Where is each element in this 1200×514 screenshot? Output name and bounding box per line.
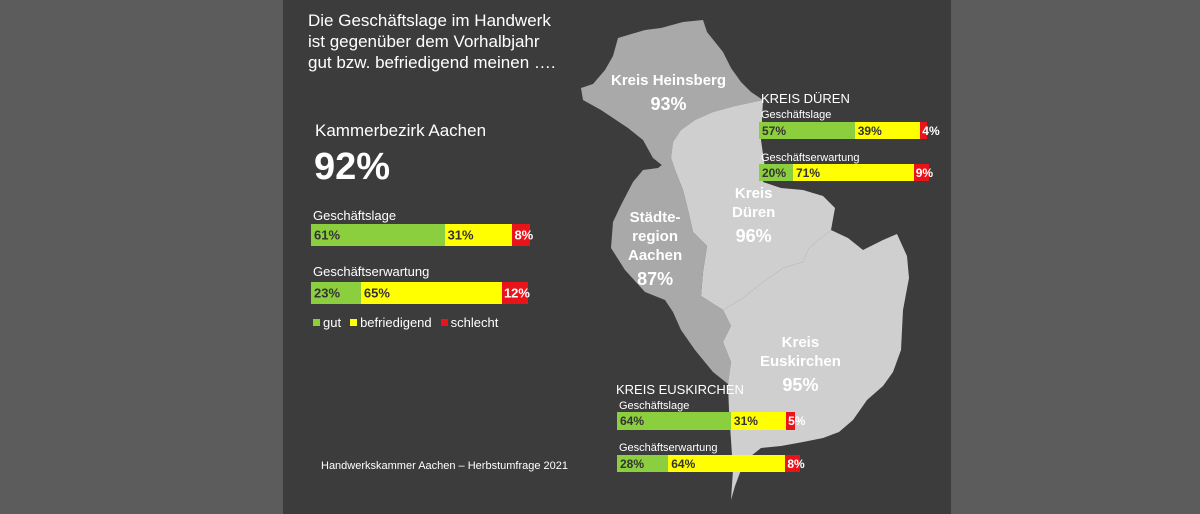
data-label-schlecht: 5% <box>788 414 806 428</box>
region-map <box>581 20 909 500</box>
footer-source: Handwerkskammer Aachen – Herbstumfrage 2… <box>321 460 569 472</box>
data-label-gut: 28% <box>620 456 645 471</box>
headline-line-2: ist gegenüber dem Vorhalbjahr <box>308 32 540 51</box>
region-euskirchen-value: 95% <box>782 375 819 395</box>
bar-segment-befriedigend: 65% <box>360 282 502 304</box>
kammer-erwartung-label: Geschäftserwartung <box>313 264 430 279</box>
bar-segment-gut: 23% <box>311 282 361 304</box>
bar-segment-schlecht: 12% <box>501 282 530 304</box>
kammer-lage-bar: 61% 31% 8% <box>311 224 534 246</box>
legend-gut: gut <box>313 315 341 330</box>
dueren-erwartung-bar: 20% 71% 9% <box>759 164 933 181</box>
euskirchen-box-title: KREIS EUSKIRCHEN <box>616 382 744 397</box>
euskirchen-erwartung-bar: 28% 64% 8% <box>617 455 805 472</box>
euskirchen-lage-label: Geschäftslage <box>619 400 690 412</box>
headline-line-3: gut bzw. befriedigend meinen …. <box>308 53 556 72</box>
kammer-value: 92% <box>314 146 391 188</box>
bar-segment-gut: 28% <box>617 455 669 472</box>
data-label-schlecht: 4% <box>922 123 940 138</box>
bar-segment-befriedigend: 39% <box>854 122 921 139</box>
bar-segment-gut: 61% <box>311 224 445 246</box>
bar-segment-schlecht: 5% <box>786 412 805 430</box>
bar-segment-gut: 64% <box>617 412 731 430</box>
kammer-erwartung-bar: 23% 65% 12% <box>311 282 530 304</box>
region-aachen-value: 87% <box>637 269 674 289</box>
data-label-schlecht: 9% <box>915 165 934 180</box>
data-label-befriedigend: 64% <box>671 456 696 471</box>
headline-line-1: Die Geschäftslage im Handwerk <box>308 11 551 30</box>
data-label-gut: 64% <box>620 414 645 428</box>
data-label-befriedigend: 31% <box>447 227 474 243</box>
bar-segment-gut: 20% <box>759 164 793 181</box>
map-aachen <box>611 158 731 384</box>
bar-segment-befriedigend: 31% <box>444 224 513 246</box>
region-dueren-label: Kreis Düren 96% <box>732 185 776 246</box>
data-label-gut: 23% <box>314 285 341 301</box>
data-label-befriedigend: 31% <box>733 414 758 428</box>
region-aachen-label: Städte- region Aachen 87% <box>628 209 683 289</box>
kammer-lage-label: Geschäftslage <box>313 208 397 223</box>
bar-segment-schlecht: 4% <box>920 122 940 139</box>
map-euskirchen <box>723 230 909 500</box>
region-euskirchen-label: Kreis Euskirchen 95% <box>760 334 841 395</box>
region-heinsberg-label: Kreis Heinsberg 93% <box>611 72 727 114</box>
headline: Die Geschäftslage im Handwerk ist gegenü… <box>308 10 608 73</box>
map-dueren <box>671 100 835 310</box>
data-label-gut: 57% <box>762 123 787 138</box>
data-label-schlecht: 8% <box>514 227 534 243</box>
bar-segment-befriedigend: 71% <box>793 164 914 181</box>
data-label-gut: 61% <box>314 227 341 243</box>
bar-segment-befriedigend: 64% <box>668 455 786 472</box>
map-heinsberg <box>581 20 763 166</box>
data-label-schlecht: 12% <box>503 285 530 301</box>
infographic-panel: Die Geschäftslage im Handwerk ist gegenü… <box>283 0 951 514</box>
data-label-befriedigend: 39% <box>857 123 882 138</box>
data-label-gut: 20% <box>762 165 787 180</box>
legend: gut befriedigend schlecht <box>313 315 498 330</box>
bar-segment-schlecht: 8% <box>512 224 534 246</box>
kammer-title: Kammerbezirk Aachen <box>315 121 487 140</box>
data-label-befriedigend: 65% <box>363 285 390 301</box>
dueren-box-title: KREIS DÜREN <box>761 91 850 106</box>
bar-segment-befriedigend: 31% <box>730 412 787 430</box>
data-label-schlecht: 8% <box>787 456 805 471</box>
legend-befriedigend: befriedigend <box>350 315 432 330</box>
euskirchen-lage-bar: 64% 31% 5% <box>617 412 805 430</box>
region-dueren-value: 96% <box>735 226 772 246</box>
legend-schlecht: schlecht <box>440 315 498 330</box>
euskirchen-erwartung-label: Geschäftserwartung <box>619 442 718 454</box>
data-label-befriedigend: 71% <box>796 165 821 180</box>
bar-segment-gut: 57% <box>759 122 855 139</box>
bar-segment-schlecht: 9% <box>913 164 933 181</box>
region-heinsberg-value: 93% <box>650 94 687 114</box>
dueren-lage-bar: 57% 39% 4% <box>759 122 940 139</box>
bar-segment-schlecht: 8% <box>785 455 805 472</box>
dueren-lage-label: Geschäftslage <box>761 109 832 121</box>
dueren-erwartung-label: Geschäftserwartung <box>761 152 860 164</box>
